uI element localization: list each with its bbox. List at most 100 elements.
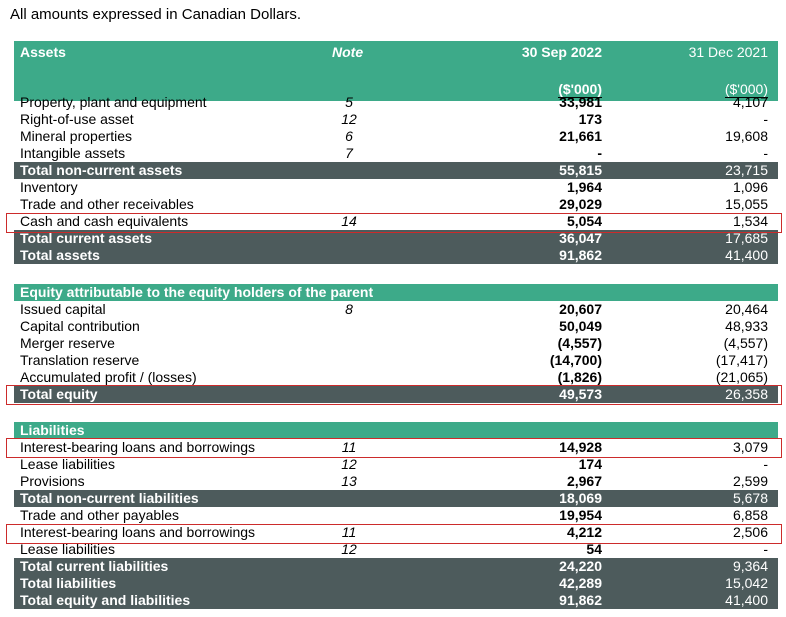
row-label: Total liabilities [20,575,117,591]
subtotal-row: Total non-current liabilities 18,069 5,6… [14,490,778,507]
table-row: Inventory 1,964 1,096 [14,179,778,196]
row-note: 5 [345,94,353,110]
row-value-2022: 36,047 [559,230,602,246]
row-value-2021: 9,364 [732,558,768,574]
row-value-2021: 6,858 [732,507,768,523]
row-label: Total current liabilities [20,558,169,574]
table-row: Interest-bearing loans and borrowings 11… [14,439,778,456]
row-value-2021: 48,933 [725,318,768,334]
row-note: 11 [341,524,357,540]
row-value-2021: 1,534 [732,213,768,231]
row-note: 12 [341,111,357,127]
equity-section-title: Equity attributable to the equity holder… [14,284,778,301]
row-value-2022: (1,826) [557,369,602,387]
row-label: Intangible assets [20,145,126,161]
row-note: 12 [341,456,357,472]
row-value-2021: 23,715 [725,162,768,178]
row-label: Provisions [20,473,85,489]
row-value-2021: 3,079 [732,439,768,455]
row-label: Total equity and liabilities [20,592,191,608]
row-value-2022: 4,212 [566,524,602,540]
row-label: Right-of-use asset [20,111,134,127]
row-label: Trade and other receivables [20,196,194,212]
equity-table: Equity attributable to the equity holder… [14,284,778,403]
row-value-2022: 21,661 [559,128,602,144]
column-header-31-dec-2021: 31 Dec 2021 [688,44,768,60]
row-note: 12 [341,541,357,557]
row-value-2021: 2,506 [732,524,768,540]
row-value-2022: (14,700) [549,352,602,368]
unit-label-2021: ($'000) [724,81,768,98]
row-note: 7 [345,145,353,161]
row-value-2022: (4,557) [557,335,602,351]
table-row: Mineral properties 6 21,661 19,608 [14,128,778,145]
row-value-2022: 19,954 [559,507,602,523]
subtotal-row: Total current assets 36,047 17,685 [14,230,778,247]
row-value-2022: - [597,145,602,163]
assets-heading: Assets [20,44,66,60]
row-value-2022: 5,054 [566,213,602,231]
row-value-2021: 5,678 [732,490,768,506]
row-value-2022: 29,029 [559,196,602,212]
row-value-2022: 33,981 [559,94,602,110]
total-row: Total liabilities 42,289 15,042 [14,575,778,592]
total-row: Total equity 49,573 26,358 [14,386,778,403]
row-value-2021: (4,557) [723,335,768,351]
row-value-2022: 173 [578,111,602,127]
currency-caption: All amounts expressed in Canadian Dollar… [10,6,301,23]
table-row: Lease liabilities 12 54 - [14,541,778,559]
total-row: Total equity and liabilities 91,862 41,4… [14,592,778,609]
row-value-2021: - [763,541,768,559]
row-value-2021: 20,464 [725,301,768,317]
row-value-2022: 49,573 [559,386,602,402]
row-value-2021: 17,685 [725,230,768,246]
row-value-2022: 55,815 [559,162,602,178]
row-label: Lease liabilities [20,456,115,472]
liabilities-table: Liabilities Interest-bearing loans and b… [14,422,778,609]
row-label: Interest-bearing loans and borrowings [20,439,256,455]
row-value-2021: 41,400 [725,592,768,608]
row-value-2021: - [763,456,768,472]
table-row: Issued capital 8 20,607 20,464 [14,301,778,318]
row-value-2022: 20,607 [559,301,602,317]
table-row: Trade and other payables 19,954 6,858 [14,507,778,524]
row-value-2021: (17,417) [715,352,768,368]
row-label: Merger reserve [20,335,115,351]
subtotal-row: Total non-current assets 55,815 23,715 [14,162,778,179]
row-label: Total assets [20,247,100,263]
row-value-2022: 2,967 [566,473,602,491]
row-note: 6 [345,128,353,144]
row-value-2022: 91,862 [559,247,602,263]
liabilities-section-title: Liabilities [14,422,778,439]
row-label: Total non-current assets [20,162,183,178]
table-header: Assets Note 30 Sep 2022 31 Dec 2021 ($'0… [14,41,778,101]
subtotal-row: Total current liabilities 24,220 9,364 [14,558,778,575]
table-row: Trade and other receivables 29,029 15,05… [14,196,778,213]
row-value-2022: 1,964 [566,179,602,195]
row-label: Issued capital [20,301,106,317]
row-value-2021: 15,055 [725,196,768,212]
note-column-header: Note [332,44,364,60]
row-label: Interest-bearing loans and borrowings [20,524,256,540]
section-title: Equity attributable to the equity holder… [20,284,374,300]
row-value-2021: 2,599 [732,473,768,491]
row-label: Total current assets [20,230,153,246]
table-row: Translation reserve (14,700) (17,417) [14,352,778,369]
row-value-2022: 18,069 [559,490,602,506]
row-label: Capital contribution [20,318,140,334]
row-label: Total equity [20,386,98,402]
row-value-2022: 24,220 [559,558,602,574]
row-value-2022: 91,862 [559,592,602,608]
assets-table: Property, plant and equipment 5 33,981 4… [14,94,778,264]
row-value-2022: 50,049 [559,318,602,334]
row-note: 8 [345,301,353,317]
row-label: Inventory [20,179,78,195]
row-value-2022: 14,928 [559,439,602,455]
row-note: 14 [341,213,357,229]
table-row: Cash and cash equivalents 14 5,054 1,534 [14,213,778,231]
row-value-2021: 26,358 [725,386,768,402]
row-value-2021: 41,400 [725,247,768,263]
row-note: 13 [341,473,357,489]
table-row: Provisions 13 2,967 2,599 [14,473,778,491]
row-value-2021: 1,096 [732,179,768,195]
